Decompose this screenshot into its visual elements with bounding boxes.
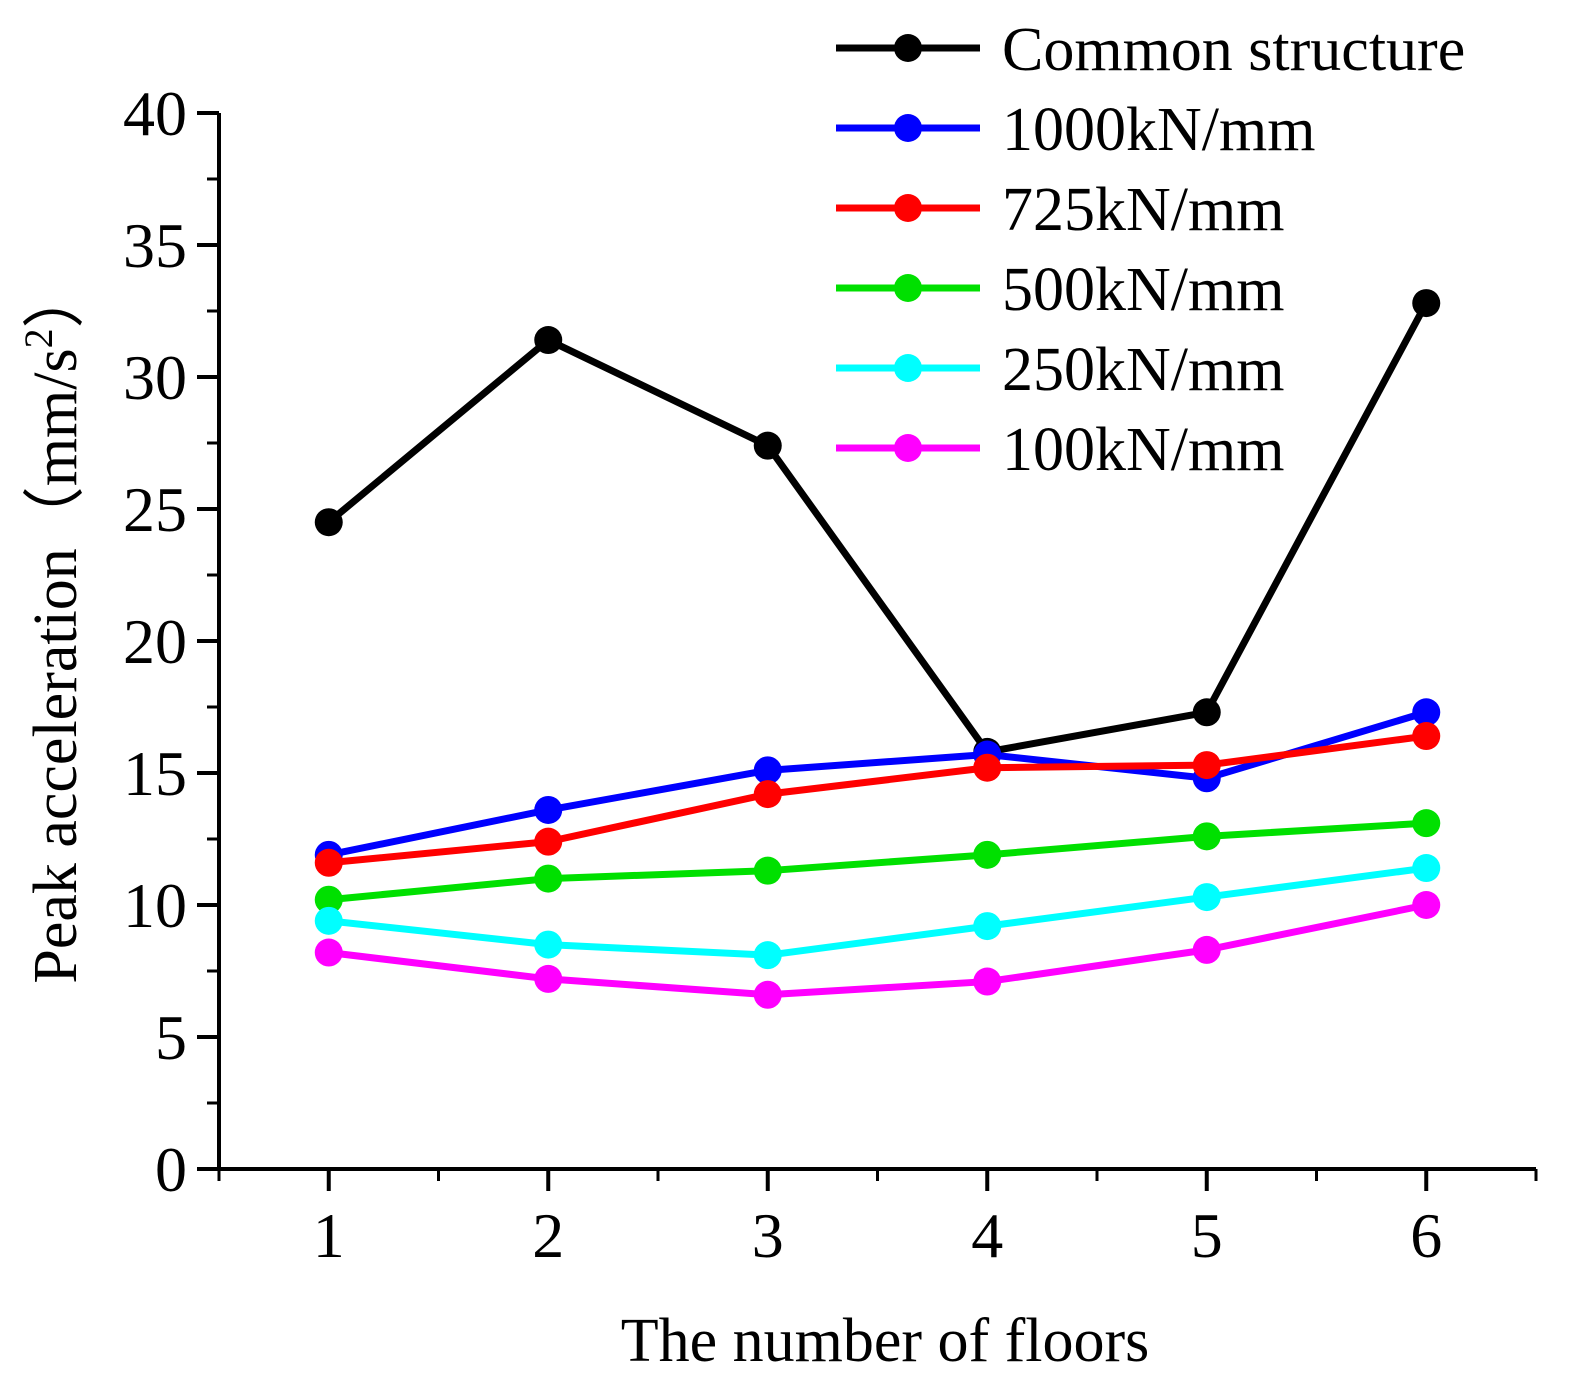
series-layer xyxy=(314,289,1441,1009)
data-point xyxy=(534,827,563,856)
legend-marker xyxy=(894,114,922,142)
data-point xyxy=(534,964,563,993)
legend-item: 725kN/mm xyxy=(836,176,1284,244)
data-point xyxy=(973,912,1002,941)
series-line xyxy=(328,708,1428,859)
x-tick-label: 2 xyxy=(532,1200,564,1271)
data-point xyxy=(1412,809,1441,838)
data-point xyxy=(534,795,563,824)
data-point xyxy=(314,906,343,935)
data-point xyxy=(973,967,1002,996)
data-point xyxy=(973,753,1002,782)
data-point xyxy=(1192,698,1221,727)
data-point xyxy=(753,941,782,970)
legend-item: 100kN/mm xyxy=(836,416,1284,484)
data-point xyxy=(973,840,1002,869)
x-tick-label: 3 xyxy=(752,1200,784,1271)
y-axis-title-main: Peak acceleration（mm/s xyxy=(22,348,90,983)
y-tick-label: 25 xyxy=(123,474,187,545)
axes: 0 5 10 15 20 25 30 35 40 1 2 3 4 5 6 xyxy=(123,78,1538,1271)
data-point xyxy=(1412,698,1441,727)
legend-marker xyxy=(894,34,922,62)
x-axis-title: The number of floors xyxy=(621,1307,1150,1375)
legend-item: 1000kN/mm xyxy=(836,96,1315,164)
series-4 xyxy=(314,854,1441,970)
series-line xyxy=(328,819,1427,904)
data-point xyxy=(1192,751,1221,780)
legend-item: 500kN/mm xyxy=(836,256,1284,324)
series-line xyxy=(328,864,1427,959)
series-line xyxy=(328,732,1427,867)
series-2 xyxy=(314,722,1441,877)
x-tick-label: 1 xyxy=(313,1200,345,1271)
series-line xyxy=(326,301,1430,756)
data-point xyxy=(314,885,343,914)
data-point xyxy=(1192,935,1221,964)
data-point xyxy=(1412,891,1441,919)
data-point xyxy=(1412,854,1441,883)
series-3 xyxy=(314,809,1441,914)
data-point xyxy=(534,864,563,893)
legend-label: 725kN/mm xyxy=(1002,176,1284,244)
data-point xyxy=(753,980,782,1009)
data-point xyxy=(753,431,782,460)
data-point xyxy=(1412,722,1441,751)
legend-label: 250kN/mm xyxy=(1002,336,1284,404)
legend-marker xyxy=(894,194,922,222)
y-axis-title-close: ） xyxy=(22,266,90,328)
data-point xyxy=(534,930,563,959)
series-5 xyxy=(314,891,1441,1009)
legend-label: 100kN/mm xyxy=(1002,416,1284,484)
y-axis-title-superscript: 2 xyxy=(16,328,61,348)
legend-marker xyxy=(894,434,922,462)
x-tick-label: 6 xyxy=(1410,1200,1442,1271)
y-axis-title: Peak acceleration（mm/s2） xyxy=(16,266,90,983)
data-point xyxy=(1192,822,1221,851)
data-point xyxy=(314,938,343,967)
y-tick-label: 10 xyxy=(123,870,187,941)
y-tick-label: 5 xyxy=(155,1002,187,1073)
y-tick-label: 20 xyxy=(123,606,187,677)
data-point xyxy=(1412,289,1441,318)
data-point xyxy=(1192,883,1221,912)
legend-label: Common structure xyxy=(1002,16,1465,84)
legend-item: Common structure xyxy=(836,16,1465,84)
data-point xyxy=(534,326,563,355)
y-tick-label: 15 xyxy=(123,738,187,809)
legend-marker xyxy=(894,274,922,302)
legend-label: 1000kN/mm xyxy=(1002,96,1315,164)
data-point xyxy=(753,756,782,785)
y-tick-label: 35 xyxy=(123,210,187,281)
y-tick-label: 30 xyxy=(123,342,187,413)
y-tick-label: 40 xyxy=(123,78,187,149)
y-tick-label: 0 xyxy=(155,1134,187,1205)
legend: Common structure 1000kN/mm 725kN/mm 500kN/m… xyxy=(836,16,1465,484)
data-point xyxy=(314,508,343,537)
data-point xyxy=(753,856,782,885)
legend-item: 250kN/mm xyxy=(836,336,1284,404)
legend-marker xyxy=(894,354,922,382)
legend-label: 500kN/mm xyxy=(1002,256,1284,324)
data-point xyxy=(753,780,782,809)
data-point xyxy=(314,848,343,877)
x-tick-label: 4 xyxy=(971,1200,1003,1271)
x-tick-label: 5 xyxy=(1191,1200,1223,1271)
series-line xyxy=(328,901,1427,999)
